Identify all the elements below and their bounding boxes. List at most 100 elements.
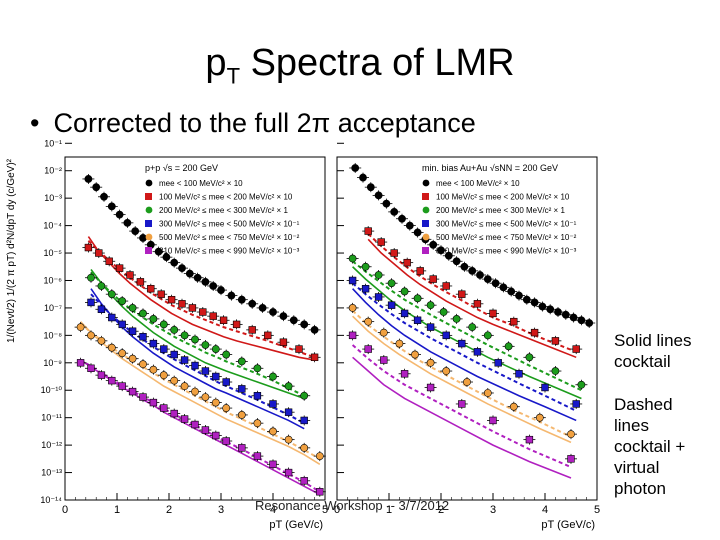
bullet-text: Corrected to the full 2π acceptance — [53, 108, 476, 138]
data-point-red — [219, 316, 228, 324]
data-point-red — [295, 345, 303, 353]
data-point-magenta — [108, 376, 116, 385]
data-point-green — [361, 262, 370, 271]
data-point-orange — [149, 365, 158, 374]
y-tick-label: 10⁻¹⁴ — [40, 495, 62, 505]
data-point-red — [279, 338, 288, 346]
virtual-photon-line-green — [351, 260, 582, 392]
data-point-green — [237, 357, 246, 366]
data-point-red — [209, 312, 217, 320]
y-tick-label: 10⁻² — [44, 166, 62, 176]
data-point-red — [232, 320, 241, 329]
data-point-black — [115, 210, 124, 219]
data-point-black — [413, 228, 422, 237]
data-point-orange — [180, 382, 189, 391]
data-point-red — [136, 278, 145, 286]
data-point-magenta — [160, 404, 168, 412]
data-point-green — [374, 271, 383, 279]
y-tick-label: 10⁻⁹ — [43, 358, 62, 368]
data-point-orange — [395, 339, 404, 348]
data-point-green — [413, 294, 422, 303]
legend-marker-red — [422, 193, 429, 200]
data-point-magenta — [212, 431, 220, 440]
data-point-red — [167, 295, 176, 304]
data-point-orange — [87, 331, 95, 340]
data-point-blue — [348, 276, 357, 285]
y-tick-label: 10⁻¹ — [44, 138, 62, 148]
panel-title: p+p √s = 200 GeV — [145, 163, 218, 173]
chart-panel-1: 0 1 2 3 4 5 10⁻¹⁴ 10⁻¹³ 10⁻¹² 10⁻¹¹ 10⁻¹⁰ 10⁻⁹ 10⁻⁸ 1… — [6, 138, 328, 531]
data-point-orange — [170, 376, 179, 385]
data-point-red — [147, 285, 155, 293]
data-point-magenta — [128, 387, 137, 396]
data-point-blue — [128, 327, 137, 335]
data-point-black — [437, 246, 445, 255]
data-point-orange — [253, 419, 262, 428]
solid-lines-note: Solid lines cocktail — [614, 330, 692, 372]
data-point-blue — [541, 383, 549, 392]
dashed-lines-note: Dashed lines cocktail + virtual photon — [614, 394, 685, 499]
data-point-blue — [458, 339, 466, 348]
data-point-red — [390, 249, 398, 257]
legend-entry: 500 MeV/c² ≤ mee < 750 MeV/c² × 10⁻² — [436, 233, 577, 242]
data-point-black — [170, 258, 179, 267]
cocktail-line-blue — [352, 288, 577, 422]
data-point-red — [115, 264, 124, 272]
data-point-blue — [108, 313, 116, 322]
data-point-orange — [118, 349, 127, 358]
y-tick-label: 10⁻¹¹ — [41, 413, 62, 423]
data-point-black — [444, 251, 453, 260]
legend-entry: mee < 100 MeV/c² × 10 — [159, 179, 243, 188]
cocktail-line-orange — [352, 315, 572, 444]
data-point-black — [359, 173, 367, 182]
data-point-black — [279, 312, 288, 321]
data-point-green — [118, 297, 127, 305]
data-point-orange — [211, 398, 220, 407]
data-point-magenta — [191, 420, 199, 429]
data-point-orange — [222, 404, 231, 412]
note-dashed-line-3: cocktail + — [614, 437, 686, 456]
data-point-black — [193, 273, 202, 282]
data-point-magenta — [400, 370, 409, 378]
legend-marker-blue — [145, 220, 152, 227]
x-axis-label: pT (GeV/c) — [541, 519, 595, 531]
data-point-green — [211, 345, 220, 353]
data-point-blue — [284, 408, 293, 416]
data-point-magenta — [458, 400, 466, 408]
data-point-black — [100, 192, 108, 201]
data-point-orange — [379, 328, 388, 337]
y-tick-label: 10⁻⁵ — [44, 248, 63, 258]
data-point-black — [162, 253, 171, 262]
note-solid-line-2: cocktail — [614, 352, 671, 371]
data-point-green — [159, 320, 168, 329]
data-point-green — [191, 335, 199, 344]
data-point-black — [499, 283, 508, 292]
y-tick-label: 10⁻⁴ — [43, 221, 62, 231]
x-tick-label: 4 — [270, 504, 276, 516]
data-point-blue — [426, 323, 435, 331]
x-tick-label: 4 — [542, 504, 548, 516]
legend-entry: 810 MeV/c² ≤ mee < 990 MeV/c² × 10⁻³ — [436, 247, 577, 256]
x-tick-label: 5 — [322, 504, 328, 516]
data-point-orange — [139, 360, 147, 369]
data-point-green — [504, 342, 513, 351]
data-point-black — [310, 325, 319, 334]
data-point-red — [364, 227, 372, 235]
title-rest: Spectra of LMR — [240, 42, 515, 84]
data-point-red — [264, 331, 272, 340]
data-point-black — [569, 313, 578, 322]
data-point-black — [201, 277, 210, 286]
legend-entry: 300 MeV/c² ≤ mee < 500 MeV/c² × 10⁻¹ — [436, 220, 577, 229]
virtual-photon-line-blue — [351, 282, 577, 412]
data-point-black — [515, 291, 523, 300]
legend-entry: 100 MeV/c² ≤ mee < 200 MeV/c² × 10 — [436, 193, 570, 202]
data-point-blue — [238, 385, 246, 393]
x-tick-label: 5 — [594, 504, 600, 516]
legend-marker-green — [145, 206, 153, 214]
chart-panel-2: 0 1 2 3 4 5 pT (GeV/c) min. bias Au+Au √sNN = 2… — [334, 142, 600, 531]
data-point-black — [248, 299, 257, 308]
data-point-black — [507, 287, 516, 296]
data-point-orange — [411, 350, 419, 359]
note-solid-line-1: Solid lines — [614, 331, 692, 350]
data-point-black — [382, 199, 391, 208]
